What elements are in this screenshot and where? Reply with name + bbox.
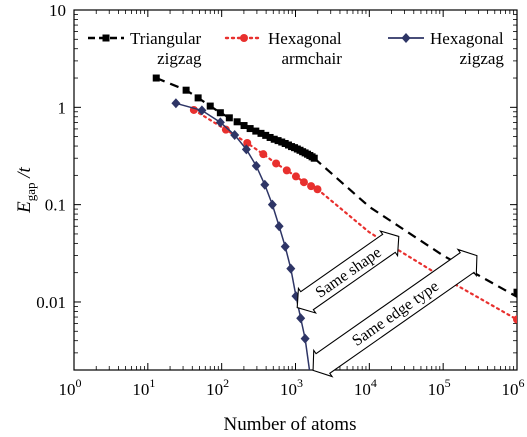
data-point-square <box>225 114 233 122</box>
data-point-square <box>206 102 214 110</box>
x-tick-labels: 100 101 102 103 104 105 106 <box>59 376 525 399</box>
y-axis-label-sub: gap <box>23 182 38 201</box>
x-tick-label-base: 10 <box>206 380 223 399</box>
data-point-circle <box>259 150 268 159</box>
data-point-diamond <box>401 33 411 43</box>
data-point-circle <box>291 172 300 181</box>
data-point-square <box>233 118 241 126</box>
data-point-circle <box>272 159 281 168</box>
data-point-circle <box>307 182 316 191</box>
data-point-diamond <box>251 160 261 171</box>
annotation-arrow-1 <box>312 248 478 378</box>
y-axis-label-suffix: /t <box>14 166 35 182</box>
data-point-diamond <box>241 144 251 155</box>
legend-label-1: armchair <box>282 49 343 68</box>
legend: TriangularzigzagHexagonalarmchairHexagon… <box>88 29 504 68</box>
data-point-diamond <box>274 221 284 232</box>
annotation-1: Same edge type <box>312 248 478 378</box>
x-tick-label-exp: 4 <box>371 376 377 390</box>
data-point-square <box>246 125 254 133</box>
data-point-circle <box>299 178 308 187</box>
x-tick-label-base: 10 <box>132 380 149 399</box>
x-tick-label-exp: 1 <box>149 376 155 390</box>
x-tick-label: 101 <box>132 376 155 399</box>
data-point-diamond <box>300 333 310 344</box>
x-tick-label-exp: 2 <box>223 376 229 390</box>
x-tick-label: 102 <box>206 376 229 399</box>
data-point-square <box>194 94 202 102</box>
data-point-square <box>270 135 278 143</box>
series-extrapolation <box>313 157 517 298</box>
data-point-diamond <box>260 179 270 190</box>
data-point-square <box>257 129 265 137</box>
x-tick-label: 100 <box>59 376 82 399</box>
x-tick-label-base: 10 <box>428 380 445 399</box>
series-extrapolation <box>304 338 311 370</box>
data-point-diamond <box>215 117 225 128</box>
data-point-square <box>274 137 282 145</box>
data-point-diamond <box>230 129 240 140</box>
data-point-diamond <box>171 98 181 109</box>
legend-label-0: Triangular <box>130 29 201 48</box>
legend-label-2: zigzag <box>460 49 505 68</box>
x-tick-label: 106 <box>502 376 525 399</box>
y-tick-label: 0.01 <box>36 293 66 312</box>
data-point-diamond <box>286 263 296 274</box>
annotation-arrow-0 <box>296 230 400 314</box>
data-point-square <box>513 288 517 296</box>
series-0 <box>152 74 517 298</box>
x-tick-label: 105 <box>428 376 451 399</box>
series-extrapolation <box>316 188 517 321</box>
data-point-circle <box>243 138 252 147</box>
series-1 <box>189 105 517 324</box>
data-point-square <box>310 154 318 162</box>
y-axis-label: Egap /t <box>14 166 38 213</box>
data-point-square <box>252 127 260 135</box>
data-point-diamond <box>267 199 277 210</box>
x-tick-label-base: 10 <box>502 380 519 399</box>
data-point-square <box>182 86 190 94</box>
data-point-square <box>152 74 160 82</box>
legend-label-0: zigzag <box>157 49 202 68</box>
data-point-circle <box>513 315 517 324</box>
data-point-circle <box>313 185 322 194</box>
data-point-circle <box>221 125 230 134</box>
y-axis-label-main: E <box>14 201 35 214</box>
x-tick-label-base: 10 <box>59 380 76 399</box>
data-point-circle <box>282 166 291 175</box>
x-tick-label-exp: 0 <box>76 376 82 390</box>
data-point-diamond <box>197 105 207 116</box>
data-point-square <box>240 122 248 130</box>
x-axis-label: Number of atoms <box>224 414 357 435</box>
data-point-square <box>102 34 110 42</box>
data-point-circle <box>240 34 248 42</box>
series-2 <box>171 98 311 370</box>
x-tick-label-base: 10 <box>280 380 297 399</box>
data-point-square <box>262 131 270 139</box>
y-tick-labels: 0.01 0.1 1 10 <box>36 1 66 312</box>
data-point-square <box>216 109 224 117</box>
y-tick-label: 1 <box>58 98 67 117</box>
data-point-square <box>266 133 274 141</box>
annotation-text-0: Same shape <box>313 244 385 302</box>
y-tick-label: 10 <box>49 1 66 20</box>
x-tick-label-base: 10 <box>354 380 371 399</box>
legend-label-2: Hexagonal <box>430 29 504 48</box>
x-tick-label: 103 <box>280 376 303 399</box>
data-point-diamond <box>296 313 306 324</box>
x-tick-label-exp: 3 <box>297 376 303 390</box>
data-point-diamond <box>280 241 290 252</box>
x-tick-label: 104 <box>354 376 377 399</box>
x-tick-label-exp: 5 <box>445 376 451 390</box>
y-tick-label: 0.1 <box>45 196 66 215</box>
series-layer <box>152 74 517 370</box>
x-tick-label-exp: 6 <box>519 376 525 390</box>
annotation-text-1: Same edge type <box>349 278 442 350</box>
legend-label-1: Hexagonal <box>268 29 342 48</box>
